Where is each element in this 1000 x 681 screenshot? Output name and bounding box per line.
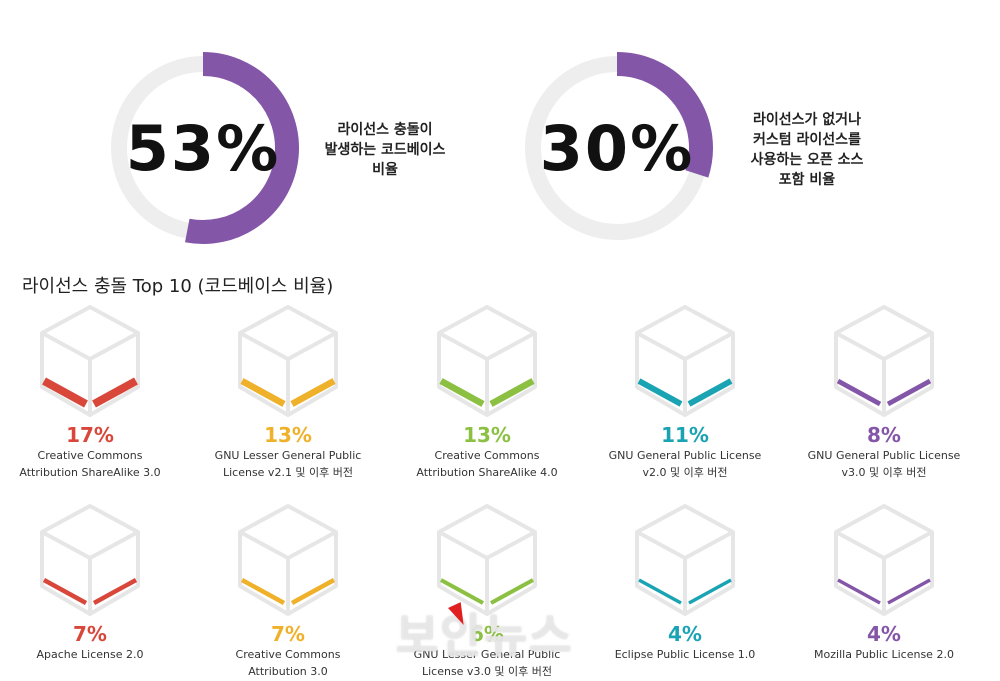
license-name-line1: Mozilla Public License 2.0: [814, 648, 954, 661]
license-item: 4% Mozilla Public License 2.0: [789, 502, 979, 663]
license-item: 7% Creative Commons Attribution 3.0: [193, 502, 383, 680]
license-item: 6% GNU Lesser General Public License v3.0 …: [392, 502, 582, 680]
donut-caption-2: 라이선스가 없거나 커스텀 라이선스를 사용하는 오픈 소스 포함 비율: [727, 110, 887, 190]
license-item: 13% Creative Commons Attribution ShareAlik…: [392, 303, 582, 481]
license-percent: 6%: [470, 622, 504, 646]
cube-accent-right: [490, 578, 534, 605]
cube-icon: [238, 305, 338, 417]
license-percent: 13%: [264, 423, 312, 447]
license-percent: 7%: [73, 622, 107, 646]
caption-line: 포함 비율: [778, 172, 836, 188]
license-name-line1: Creative Commons: [235, 648, 341, 661]
cube-edges: [835, 530, 933, 614]
section-title: 라이선스 충돌 Top 10 (코드베이스 비율): [22, 276, 334, 297]
donut-ring-2: [525, 52, 713, 240]
license-name-line2: Attribution ShareAlike 3.0: [19, 466, 161, 479]
donut-arc-2: [616, 52, 713, 178]
cube-edges: [438, 530, 536, 614]
cube-icon: [40, 504, 140, 616]
cube-accent-left: [240, 378, 286, 407]
cube-icon: [635, 305, 735, 417]
donut-ring-1: [111, 52, 299, 244]
license-item: 13% GNU Lesser General Public License v2.1…: [193, 303, 383, 481]
cube-accent-left: [42, 377, 88, 408]
cube-accent-left: [240, 578, 286, 605]
caption-line: 발생하는 코드베이스: [324, 142, 446, 158]
cube-accent-right: [92, 377, 138, 408]
license-name-line1: Eclipse Public License 1.0: [614, 648, 756, 661]
license-name-line1: GNU General Public License: [608, 449, 762, 462]
license-name-line2: License v2.1 및 이후 버전: [222, 466, 354, 479]
license-percent: 11%: [661, 423, 709, 447]
watermark: 보안뉴스: [396, 609, 574, 663]
donut-value-1: 53%: [125, 111, 281, 185]
license-name-line2: v3.0 및 이후 버전: [841, 466, 927, 479]
cube-icon: [834, 504, 934, 616]
donut-value-2: 30%: [539, 111, 695, 185]
cube-accent-right: [688, 578, 732, 605]
cube-icon: [238, 504, 338, 616]
cube-accent-left: [439, 378, 485, 407]
cube-edges: [835, 331, 933, 415]
donut-chart-1: 53%: [105, 50, 301, 246]
license-percent: 17%: [66, 423, 114, 447]
caption-line: 라이선스 충돌이: [337, 122, 433, 138]
license-name-line1: GNU Lesser General Public: [413, 648, 561, 661]
license-name-line2: Attribution 3.0: [248, 665, 328, 678]
cube-accent-right: [886, 378, 932, 407]
cube-icon: [834, 305, 934, 417]
caption-line: 비율: [372, 162, 398, 178]
license-percent: 8%: [867, 423, 901, 447]
cube-accent-left: [440, 578, 484, 605]
donut-chart-2: 30%: [519, 50, 715, 246]
cube-accent-right: [92, 578, 138, 605]
donut-arc-1: [185, 52, 299, 244]
cube-edges: [41, 530, 139, 614]
cube-edges: [636, 530, 734, 614]
license-name-line1: Creative Commons: [434, 449, 540, 462]
donut-caption-1: 라이선스 충돌이 발생하는 코드베이스 비율: [305, 120, 465, 180]
cube-accent-right: [887, 578, 931, 605]
license-name-line1: Creative Commons: [37, 449, 143, 462]
cube-icon: [437, 305, 537, 417]
license-percent: 4%: [867, 622, 901, 646]
license-percent: 13%: [463, 423, 511, 447]
license-name-line1: GNU Lesser General Public: [214, 449, 362, 462]
license-name-line2: Attribution ShareAlike 4.0: [416, 466, 558, 479]
caption-line: 커스텀 라이선스를: [753, 132, 861, 148]
license-name-line2: v2.0 및 이후 버전: [642, 466, 728, 479]
cube-edges: [239, 331, 337, 415]
cube-accent-right: [687, 378, 733, 407]
license-item: 11% GNU General Public License v2.0 및 이후 버…: [590, 303, 780, 481]
cube-accent-right: [489, 378, 535, 407]
cube-accent-left: [837, 578, 881, 605]
cube-edges: [41, 331, 139, 415]
license-percent: 4%: [668, 622, 702, 646]
license-name-line1: GNU General Public License: [807, 449, 961, 462]
cube-accent-left: [42, 578, 88, 605]
caption-line: 라이선스가 없거나: [753, 112, 861, 128]
cube-edges: [438, 331, 536, 415]
cube-accent-left: [836, 378, 882, 407]
cube-icon: [40, 305, 140, 417]
cube-accent-left: [638, 578, 682, 605]
cube-icon: [437, 504, 537, 616]
cube-accent-right: [290, 578, 336, 605]
license-percent: 7%: [271, 622, 305, 646]
cube-accent-right: [290, 378, 336, 407]
caption-line: 사용하는 오픈 소스: [750, 152, 864, 168]
license-item: 17% Creative Commons Attribution ShareAlik…: [0, 303, 185, 481]
cube-accent-left: [637, 378, 683, 407]
cube-edges: [636, 331, 734, 415]
license-item: 7% Apache License 2.0: [0, 502, 185, 663]
license-name-line1: Apache License 2.0: [36, 648, 144, 661]
cube-icon: [635, 504, 735, 616]
license-item: 8% GNU General Public License v3.0 및 이후 버전: [789, 303, 979, 481]
license-item: 4% Eclipse Public License 1.0: [590, 502, 780, 663]
license-name-line2: License v3.0 및 이후 버전: [421, 665, 553, 678]
cube-edges: [239, 530, 337, 614]
